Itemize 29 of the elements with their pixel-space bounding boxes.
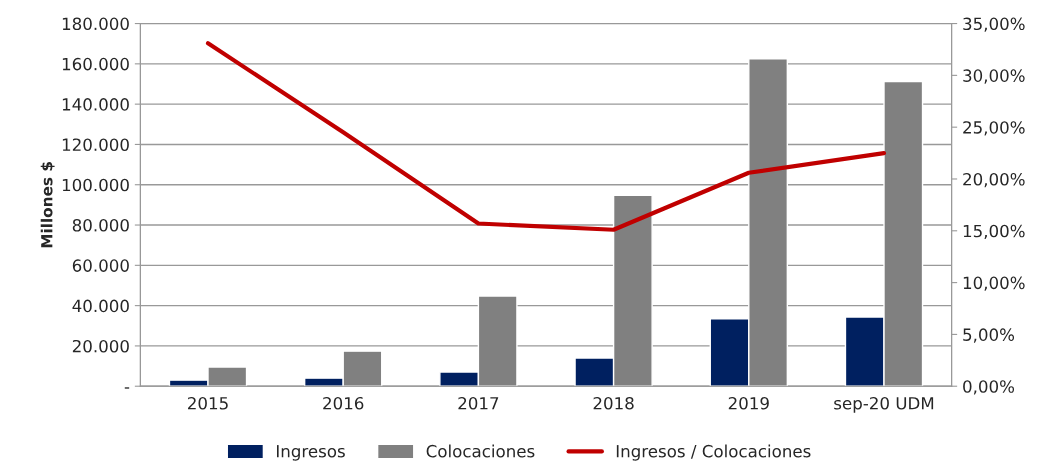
y-tick-label: 100.000 bbox=[62, 178, 129, 192]
x-tick-label: 2015 bbox=[188, 396, 228, 410]
y-axis-title: Millones $ bbox=[40, 162, 55, 248]
y-tick-label: 120.000 bbox=[62, 138, 129, 152]
y2-tick-label: 35,00% bbox=[963, 17, 1025, 32]
y-tick-label: 20.000 bbox=[72, 339, 129, 353]
legend-label: Ingresos / Colocaciones bbox=[616, 444, 811, 461]
x-tick-label: 2018 bbox=[593, 396, 634, 410]
y2-tick-label: 10,00% bbox=[963, 276, 1025, 291]
y-tick-label: 180.000 bbox=[62, 17, 129, 31]
y-tick-label: 60.000 bbox=[72, 259, 129, 272]
y2-tick-label: 5,00% bbox=[963, 328, 1015, 343]
line-series bbox=[205, 41, 887, 232]
y2-tick-label: 30,00% bbox=[963, 69, 1025, 84]
x-tick-label: 2016 bbox=[323, 396, 364, 410]
y2-tick-label: 20,00% bbox=[963, 172, 1025, 188]
x-tick-label: 2017 bbox=[458, 396, 499, 410]
y-tick-label: - bbox=[124, 387, 130, 389]
legend-label: Ingresos bbox=[276, 445, 345, 461]
y-tick-label: 160.000 bbox=[62, 57, 129, 71]
x-tick-label: sep-20 UDM bbox=[834, 396, 934, 413]
y-tick-label: 40.000 bbox=[72, 299, 129, 313]
x-tick-label: 2019 bbox=[728, 396, 769, 410]
y2-tick-label: 0,00% bbox=[963, 380, 1015, 395]
legend-label: Colocaciones bbox=[426, 444, 535, 458]
y-tick-label: 140.000 bbox=[62, 98, 129, 111]
y-tick-label: 80.000 bbox=[72, 219, 129, 232]
y2-tick-label: 15,00% bbox=[963, 224, 1025, 240]
y2-tick-label: 25,00% bbox=[963, 121, 1025, 136]
